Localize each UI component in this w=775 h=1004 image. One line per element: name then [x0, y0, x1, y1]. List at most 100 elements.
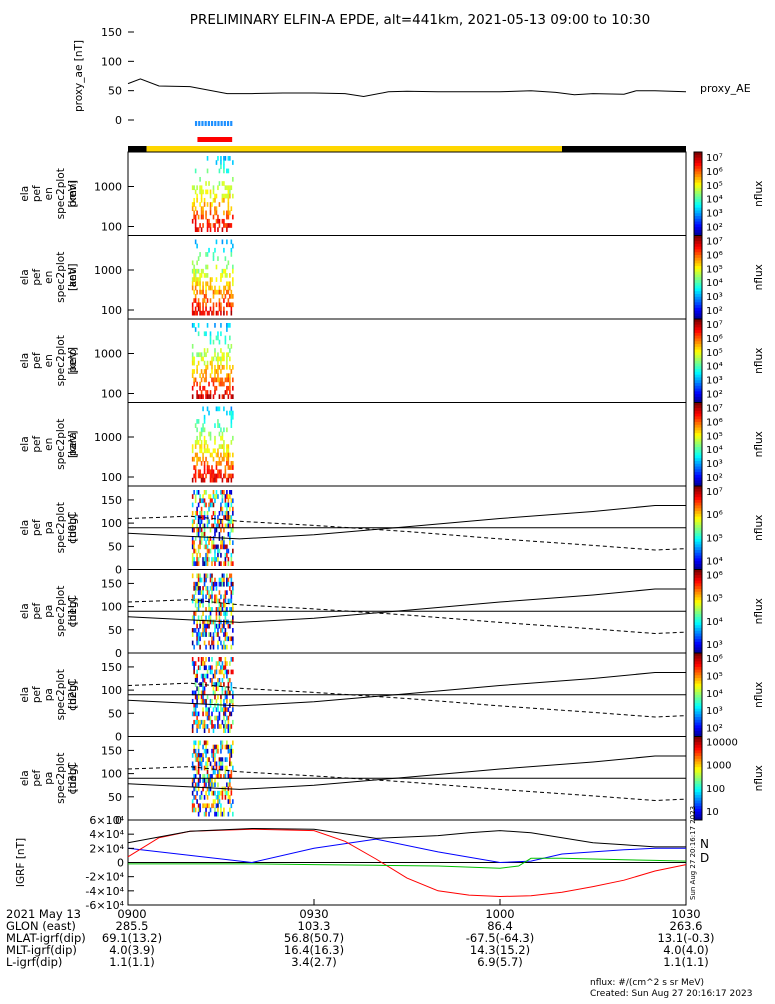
spectrogram-cell	[227, 686, 230, 692]
colorbar-cell	[694, 160, 702, 164]
spectrogram-cell	[215, 715, 218, 721]
spectrogram-cell	[205, 364, 207, 370]
spectrogram-cell	[217, 552, 219, 558]
spectrogram-cell	[191, 724, 194, 729]
spectrogram-cell	[191, 544, 194, 550]
spectrogram-cell	[212, 644, 215, 650]
colorbar-cell	[694, 229, 702, 234]
spectrogram-cell	[208, 410, 210, 416]
spectrogram-cell	[193, 786, 195, 792]
spectrogram-cell	[203, 298, 206, 303]
spectrogram-cell	[227, 519, 230, 525]
spectrogram-cell	[205, 573, 207, 579]
spectrogram-cell	[203, 811, 206, 817]
ephemeris-row-label: GLON (east)	[6, 919, 76, 933]
spectrogram-cell	[194, 673, 197, 679]
spectrogram-cell	[194, 782, 197, 788]
spectrogram-cell	[226, 456, 228, 462]
spectrogram-cell	[220, 273, 222, 278]
spectrogram-cell	[193, 310, 195, 316]
colorbar-cell	[694, 421, 702, 426]
spectrogram-cell	[226, 669, 228, 675]
spectrogram-cell	[197, 686, 200, 692]
spectrogram-cell	[221, 744, 224, 750]
spectrogram-cell	[200, 356, 203, 362]
spectrogram-cell	[214, 197, 216, 203]
spectrogram-cell	[215, 744, 218, 750]
spectrogram-cell	[227, 285, 230, 291]
spectrogram-cell	[196, 310, 198, 316]
spectrogram-cell	[194, 440, 197, 445]
spectrogram-cell	[193, 540, 195, 546]
spectrogram-cell	[221, 268, 224, 274]
colorbar-cell	[694, 399, 702, 403]
spectrogram-cell	[199, 761, 201, 767]
colorbar-cell	[694, 182, 702, 186]
colorbar-cell	[694, 204, 702, 209]
spectrogram-cell	[226, 707, 228, 713]
colorbar-cell	[694, 254, 702, 259]
spectrogram-cell	[230, 310, 233, 316]
spectrogram-cell	[220, 561, 222, 566]
spectrogram-cell	[226, 377, 228, 383]
spectrogram-cell	[226, 698, 228, 704]
spectrogram-cell	[197, 811, 200, 817]
spectrogram-cell	[206, 748, 209, 754]
spectrogram-cell	[191, 557, 194, 562]
spectrogram-cell	[218, 223, 221, 228]
spectrogram-cell	[212, 757, 215, 762]
spectrogram-cell	[199, 577, 201, 583]
spectrogram-cell	[230, 414, 233, 420]
spectrogram-cell	[206, 264, 209, 270]
spectrogram-cell	[223, 707, 225, 713]
spectrogram-cell	[221, 644, 224, 650]
spectrogram-cell	[193, 465, 195, 470]
spectrogram-cell	[223, 602, 225, 608]
spectrogram-cell	[217, 628, 219, 633]
spectrogram-cell	[197, 581, 200, 587]
colorbar-cell	[694, 524, 702, 529]
spectrogram-cell	[227, 193, 230, 199]
spectrogram-cell	[208, 469, 210, 475]
spectrogram-cell	[220, 790, 222, 796]
ephemeris-value: 4.0(3.9)	[109, 943, 155, 957]
spectrogram-cell	[221, 665, 224, 671]
spectrogram-cell	[220, 665, 222, 671]
panel-ylabel: [keV]	[67, 347, 79, 375]
colorbar-cell	[694, 519, 702, 523]
spectrogram-cell	[224, 156, 227, 161]
colorbar-tick-label: 10⁷	[706, 487, 723, 498]
spectrogram-cell	[194, 581, 197, 587]
spectrogram-cell	[217, 423, 219, 428]
spectrogram-cell	[215, 594, 218, 600]
spectrogram-cell	[208, 381, 210, 387]
spectrogram-cell	[211, 774, 213, 779]
spectrogram-cell	[224, 724, 227, 729]
colorbar-cell	[694, 394, 702, 398]
spectrogram-cell	[220, 540, 222, 546]
spectrogram-cell	[208, 623, 210, 629]
spectrogram-cell	[227, 197, 230, 203]
spectrogram-cell	[206, 552, 209, 558]
spectrogram-cell	[197, 602, 200, 608]
panel-ylabel: para	[67, 432, 79, 456]
spectrogram-cell	[230, 527, 233, 533]
colorbar-cell	[694, 402, 702, 406]
spectrogram-cell	[199, 469, 201, 475]
spectrogram-cell	[232, 465, 234, 470]
colorbar-cell	[694, 346, 702, 351]
spectrogram-cell	[211, 364, 213, 370]
colorbar-cell	[694, 427, 702, 431]
spectrogram-cell	[205, 698, 207, 704]
spectrogram-cell	[223, 394, 225, 399]
spectrogram-cell	[202, 657, 204, 662]
spectrogram-cell	[205, 214, 207, 220]
spectrogram-cell	[197, 690, 200, 696]
spectrogram-cell	[223, 168, 225, 174]
spectrogram-cell	[227, 748, 230, 754]
spectrogram-cell	[212, 765, 215, 771]
spectrogram-cell	[223, 728, 225, 733]
spectrogram-cell	[200, 444, 203, 449]
spectrogram-cell	[212, 686, 215, 692]
spectrogram-cell	[224, 795, 227, 800]
